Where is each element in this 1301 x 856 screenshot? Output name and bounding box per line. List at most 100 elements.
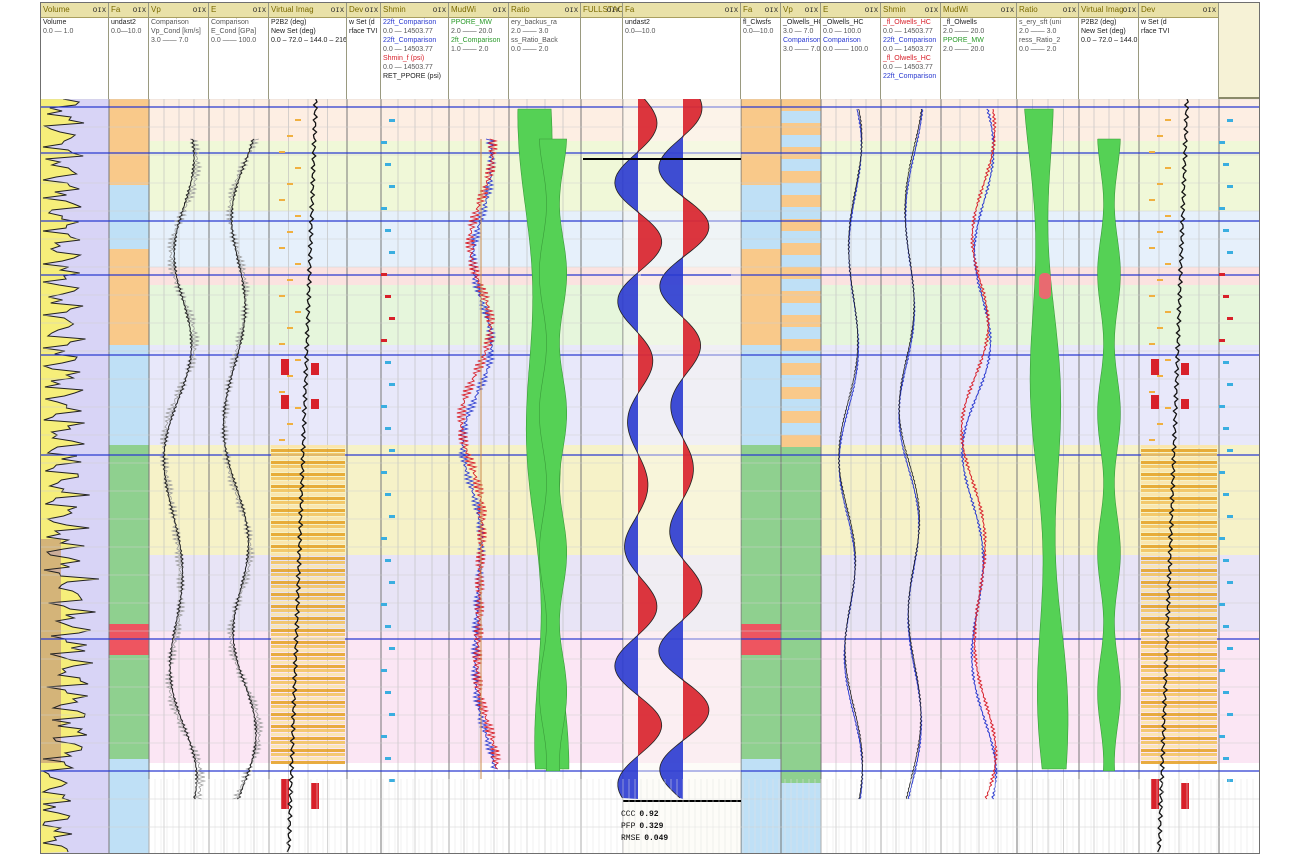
legend-line: 0.0 —— 2.0 (511, 46, 549, 53)
facies-column-detail (781, 267, 821, 279)
facies-column-detail (781, 495, 821, 507)
window-controls-icon[interactable]: oɪx (764, 5, 779, 14)
virtual-image-band (1141, 553, 1217, 556)
facies-column (109, 141, 149, 185)
window-controls-icon[interactable]: oɪx (1000, 5, 1015, 14)
virtual-image-band (271, 725, 345, 728)
facies-column (109, 185, 149, 211)
track-title[interactable]: Shmin oɪx (381, 3, 448, 18)
virtual-image-band (271, 453, 345, 456)
track-title-label: Vp (151, 5, 161, 14)
deviation-mark (1227, 383, 1233, 386)
virtual-image-band (271, 557, 345, 560)
virtual-image-curve (1156, 99, 1190, 853)
track-title[interactable]: Virtual Imag oɪx (1079, 3, 1138, 18)
window-controls-icon[interactable]: oɪx (330, 5, 345, 14)
deviation-mark (1227, 515, 1233, 518)
window-controls-icon[interactable]: oɪx (132, 5, 147, 14)
facies-column-detail (781, 315, 821, 327)
track-title[interactable]: Shmin oɪx (881, 3, 940, 18)
track-title[interactable]: Dev oɪx (347, 3, 380, 18)
deviation-mark (1227, 185, 1233, 188)
legend-line: Volume (43, 19, 67, 26)
virtual-image-band (1141, 701, 1217, 704)
deviation-mark (1219, 603, 1225, 606)
track-title[interactable]: Dev oɪx (1139, 3, 1218, 18)
legend-line: New Set (deg) (1081, 28, 1126, 35)
deviation-mark (389, 449, 395, 452)
window-controls-icon[interactable]: oɪx (252, 5, 267, 14)
virtual-image-band (1141, 729, 1217, 732)
virtual-image-band (1141, 473, 1217, 476)
virtual-image-band (271, 729, 345, 732)
virtual-image-band (271, 665, 345, 668)
facies-column-detail (781, 447, 821, 459)
window-controls-icon[interactable]: oɪx (1202, 5, 1217, 14)
track-title[interactable]: Vp oɪx (781, 3, 820, 18)
window-controls-icon[interactable]: oɪx (432, 5, 447, 14)
virtual-image-band (1141, 713, 1217, 716)
virtual-image-band (271, 473, 345, 476)
window-controls-icon[interactable]: oɪx (492, 5, 507, 14)
virtual-image-band (271, 649, 345, 652)
window-controls-icon[interactable]: oɪx (92, 5, 107, 14)
track-header-row: Volume oɪx Volume 0.0 — 1.0 Fa oɪx undast2 0.0—… (41, 3, 1259, 99)
window-controls-icon[interactable]: oɪx (364, 5, 379, 14)
virtual-image-band (271, 513, 345, 516)
facies-column-detail (781, 111, 821, 123)
window-controls-icon[interactable]: oɪx (564, 5, 579, 14)
window-controls-icon[interactable]: oɪx (192, 5, 207, 14)
track-title[interactable]: Virtual Imag oɪx (269, 3, 346, 18)
track-title[interactable]: MudWi oɪx (941, 3, 1016, 18)
virtual-image-band (271, 457, 345, 460)
track-title[interactable]: Ratio oɪx (1017, 3, 1078, 18)
stat-rmse: RMSE 0.049 (621, 833, 701, 845)
facies-column-detail (781, 483, 821, 495)
facies-column-detail (781, 711, 821, 723)
window-controls-icon[interactable]: oɪx (724, 5, 739, 14)
track-title[interactable]: Fa oɪx (623, 3, 740, 18)
track-title[interactable]: MudWi oɪx (449, 3, 508, 18)
virtual-image-band (271, 449, 345, 452)
virtual-image-band (1141, 733, 1217, 736)
virtual-image-band (271, 493, 345, 496)
track-title[interactable]: Vp oɪx (149, 3, 208, 18)
legend-line: PPORE_MW (943, 37, 984, 44)
virtual-image-band (1141, 609, 1217, 612)
legend-line: PPORE_MW (451, 19, 492, 26)
window-controls-icon[interactable]: oɪx (1062, 5, 1077, 14)
window-controls-icon[interactable]: oɪx (804, 5, 819, 14)
track-title[interactable]: FULLSTACK_FORDISPLAYoɪx (581, 3, 622, 18)
virtual-image-band (271, 589, 345, 592)
window-controls-icon[interactable]: oɪx (864, 5, 879, 14)
stat-ccc: CCC 0.92 (621, 809, 701, 821)
virtual-image-band (1141, 749, 1217, 752)
facies-column-detail (781, 339, 821, 351)
track-title-label: Virtual Imag (1081, 5, 1124, 14)
window-controls-icon[interactable]: oɪx (1122, 5, 1137, 14)
virtual-image-band (271, 625, 345, 628)
track-header-16: MudWi oɪx _fl_Olwells 2.0 —— 20.0 PPORE_MW 2.… (941, 3, 1017, 99)
legend-line: _Olwells_HC (823, 19, 864, 26)
track-legend: Comparison Vp_Cond [km/s] 3.0 —— 7.0 (149, 18, 208, 99)
facies-column (109, 267, 149, 345)
virtual-image-band (1141, 597, 1217, 600)
window-controls-icon[interactable]: oɪx (606, 5, 621, 14)
window-controls-icon[interactable]: oɪx (924, 5, 939, 14)
virtual-image-red (1151, 779, 1159, 809)
track-title-label: MudWi (451, 5, 476, 14)
deviation-mark (381, 273, 387, 276)
track-legend: Volume 0.0 — 1.0 (41, 18, 108, 99)
virtual-image-tick (1165, 119, 1171, 121)
track-title[interactable]: Volume oɪx (41, 3, 108, 18)
track-title[interactable]: Fa oɪx (109, 3, 148, 18)
correlation-stats: CCC 0.92 PFP 0.329 RMSE 0.049 (621, 809, 701, 845)
virtual-image-band (1141, 649, 1217, 652)
track-title[interactable]: Fa oɪx (741, 3, 780, 18)
track-title-label: Ratio (511, 5, 530, 14)
virtual-image-tick (295, 167, 301, 169)
facies-column (741, 185, 781, 211)
track-title[interactable]: Ratio oɪx (509, 3, 580, 18)
